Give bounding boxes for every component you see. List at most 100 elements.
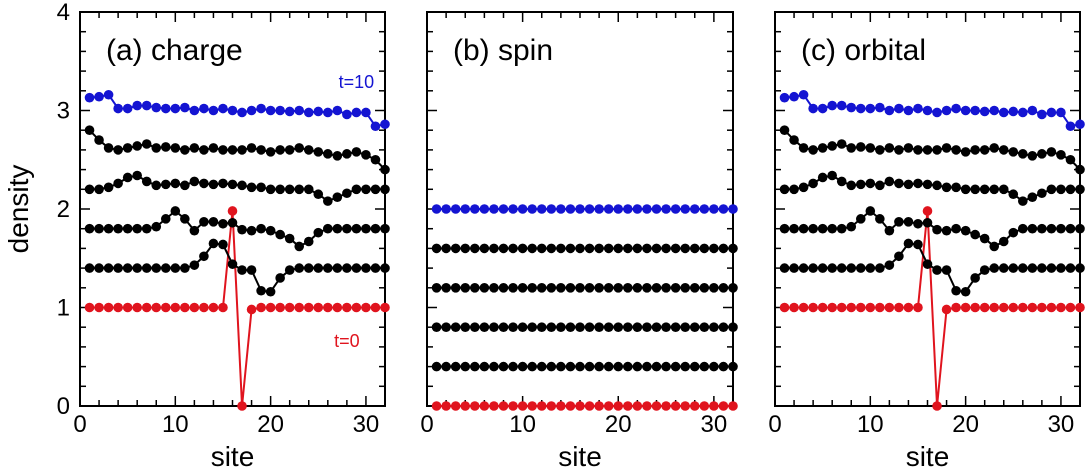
series-5: [431, 243, 738, 254]
data-point: [489, 283, 499, 293]
data-point: [498, 204, 509, 214]
data-point: [884, 176, 895, 187]
data-point: [208, 105, 219, 116]
data-point: [431, 322, 442, 333]
data-point: [431, 283, 442, 293]
data-point: [865, 178, 876, 189]
data-point: [989, 105, 1000, 116]
data-point: [584, 243, 595, 254]
data-point: [180, 302, 190, 313]
data-point: [575, 283, 585, 293]
data-point: [370, 263, 381, 273]
data-point: [913, 178, 923, 189]
data-point: [709, 204, 719, 214]
data-point: [865, 263, 876, 273]
panel-title: (c) orbital: [801, 34, 926, 67]
data-point: [84, 302, 95, 313]
panel-title: (a) charge: [106, 34, 243, 67]
data-point: [1065, 184, 1076, 195]
data-point: [932, 224, 942, 235]
data-point: [536, 243, 547, 254]
data-point: [380, 223, 390, 234]
data-point: [313, 189, 324, 200]
data-point: [894, 217, 904, 227]
data-point: [689, 243, 700, 254]
data-point: [294, 302, 305, 313]
data-point: [1027, 105, 1038, 116]
data-point: [218, 145, 228, 155]
data-point: [122, 223, 133, 234]
data-point: [199, 217, 209, 227]
data-point: [789, 223, 799, 234]
data-point: [460, 283, 471, 293]
data-point: [1008, 302, 1019, 313]
data-point: [141, 302, 152, 313]
data-point: [613, 283, 624, 293]
data-point: [1075, 302, 1085, 313]
data-point: [894, 103, 904, 114]
data-point: [584, 283, 595, 293]
data-point: [113, 103, 123, 114]
data-point: [237, 224, 247, 235]
data-point: [1056, 184, 1066, 195]
data-point: [989, 184, 1000, 195]
data-point: [151, 102, 162, 113]
data-point: [709, 401, 719, 411]
data-point: [450, 204, 461, 214]
data-point: [951, 182, 961, 193]
data-point: [670, 204, 681, 214]
series-4: [779, 170, 1085, 206]
data-point: [1037, 302, 1047, 313]
data-point: [342, 263, 352, 273]
data-point: [1027, 263, 1038, 273]
data-point: [275, 145, 285, 155]
data-point: [556, 243, 566, 254]
data-point: [1027, 302, 1038, 313]
data-point: [498, 361, 509, 372]
data-point: [1008, 106, 1019, 117]
data-point: [922, 105, 933, 116]
data-point: [808, 223, 818, 234]
data-point: [527, 322, 537, 333]
data-point: [1008, 147, 1019, 157]
data-point: [1046, 302, 1057, 313]
data-point: [294, 105, 305, 116]
data-point: [632, 322, 643, 333]
data-point: [361, 107, 371, 118]
data-point: [798, 302, 809, 313]
data-point: [960, 184, 971, 195]
data-point: [84, 92, 95, 103]
y-axis-title: density: [3, 165, 34, 254]
data-point: [932, 107, 942, 118]
data-point: [1037, 109, 1047, 120]
data-point: [342, 109, 352, 120]
data-point: [884, 302, 895, 313]
data-point: [284, 302, 295, 313]
data-point: [132, 100, 142, 111]
data-point: [1075, 119, 1085, 130]
data-point: [728, 204, 738, 214]
data-point: [594, 283, 604, 293]
data-point: [332, 223, 343, 234]
data-point: [1027, 192, 1038, 202]
data-point: [323, 263, 333, 273]
data-point: [527, 283, 537, 293]
data-point: [661, 283, 671, 293]
data-point: [160, 214, 171, 224]
data-point: [979, 184, 990, 195]
data-point: [623, 401, 633, 411]
data-point: [642, 322, 652, 333]
data-point: [1027, 151, 1038, 161]
data-point: [979, 145, 990, 155]
series-6: [779, 89, 1085, 132]
data-point: [536, 401, 547, 411]
data-point: [1046, 184, 1057, 195]
data-point: [565, 243, 576, 254]
data-point: [779, 92, 790, 103]
data-point: [132, 141, 142, 151]
data-point: [218, 103, 228, 114]
data-point: [256, 145, 266, 155]
data-point: [237, 265, 247, 275]
data-point: [565, 204, 576, 214]
data-point: [479, 283, 490, 293]
